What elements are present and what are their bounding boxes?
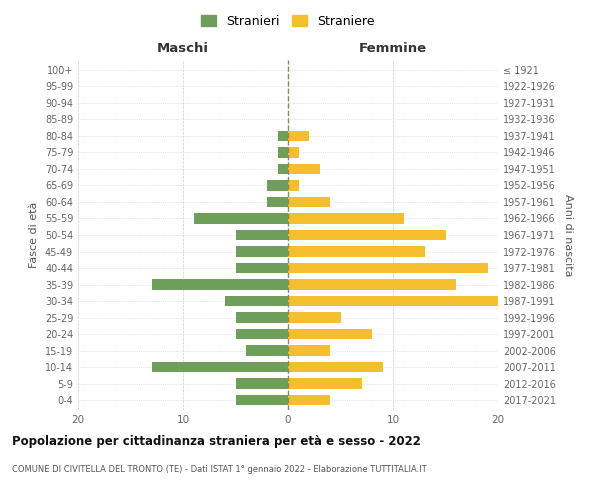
Bar (288, 147, 299, 158)
Bar (288, 328, 372, 340)
Bar (267, 180, 288, 191)
Y-axis label: Fasce di età: Fasce di età (29, 202, 39, 268)
Text: COMUNE DI CIVITELLA DEL TRONTO (TE) - Dati ISTAT 1° gennaio 2022 - Elaborazione : COMUNE DI CIVITELLA DEL TRONTO (TE) - Da… (12, 465, 427, 474)
Y-axis label: Anni di nascita: Anni di nascita (563, 194, 572, 276)
Bar (151, 279, 288, 290)
Bar (235, 262, 288, 274)
Bar (288, 130, 309, 141)
Bar (277, 164, 288, 174)
Bar (288, 296, 498, 306)
Bar (288, 262, 487, 274)
Bar (235, 230, 288, 240)
Text: Maschi: Maschi (157, 42, 209, 55)
Bar (235, 246, 288, 257)
Text: Femmine: Femmine (359, 42, 427, 55)
Bar (288, 378, 361, 389)
Bar (288, 180, 299, 191)
Bar (246, 345, 288, 356)
Bar (225, 296, 288, 306)
Bar (151, 362, 288, 372)
Bar (288, 196, 330, 207)
Bar (235, 312, 288, 323)
Bar (267, 196, 288, 207)
Bar (288, 394, 330, 406)
Bar (235, 394, 288, 406)
Bar (288, 362, 383, 372)
Bar (288, 213, 404, 224)
Bar (288, 246, 425, 257)
Bar (288, 230, 445, 240)
Bar (288, 312, 341, 323)
Bar (235, 328, 288, 340)
Legend: Stranieri, Straniere: Stranieri, Straniere (197, 11, 379, 32)
Text: Popolazione per cittadinanza straniera per età e sesso - 2022: Popolazione per cittadinanza straniera p… (12, 435, 421, 448)
Bar (288, 279, 456, 290)
Bar (277, 147, 288, 158)
Bar (193, 213, 288, 224)
Bar (288, 164, 320, 174)
Bar (235, 378, 288, 389)
Bar (288, 345, 330, 356)
Bar (277, 130, 288, 141)
